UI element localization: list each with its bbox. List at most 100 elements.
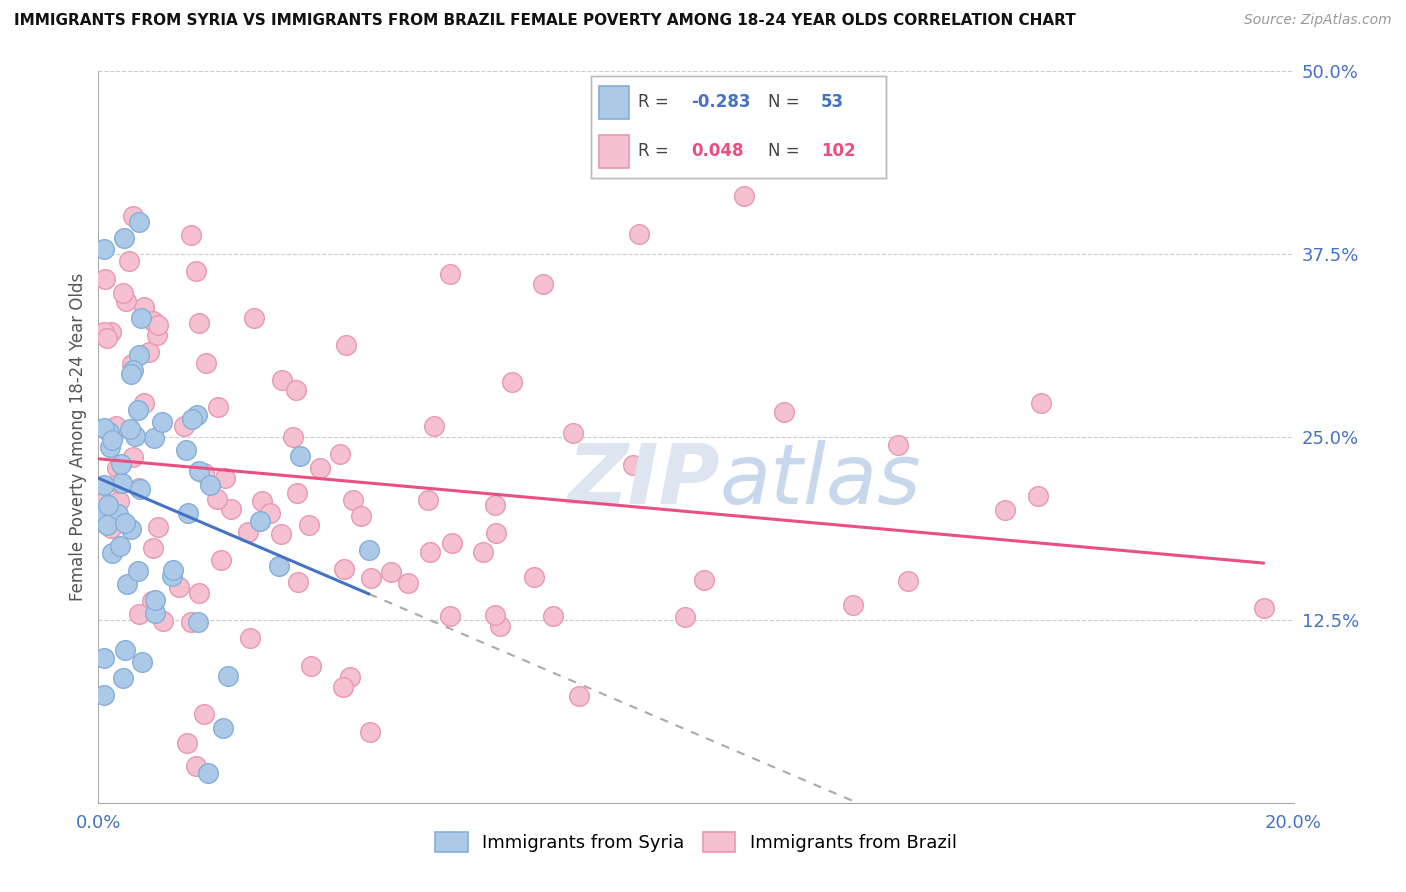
Point [628,227,651,242]
Point [380,565,402,579]
Point [124,429,146,443]
Point [198,478,221,492]
Point [439,268,461,282]
Point [267,559,290,574]
Point [143,607,166,621]
Legend: Immigrants from Syria, Immigrants from Brazil: Immigrants from Syria, Immigrants from B… [429,824,963,860]
Point [129,310,152,325]
Point [897,574,920,588]
Point [250,493,273,508]
Point [146,318,169,333]
Point [100,433,122,447]
Point [485,526,508,541]
Point [193,707,215,722]
Point [108,475,131,490]
Point [209,552,232,566]
Point [132,300,155,314]
Point [531,277,554,291]
Text: IMMIGRANTS FROM SYRIA VS IMMIGRANTS FROM BRAZIL FEMALE POVERTY AMONG 18-24 YEAR : IMMIGRANTS FROM SYRIA VS IMMIGRANTS FROM… [14,13,1076,29]
Point [360,571,382,585]
Point [112,671,135,685]
Point [143,592,166,607]
Text: ZIP: ZIP [567,441,720,522]
Point [335,338,357,352]
Point [118,422,141,436]
Point [205,491,228,506]
Y-axis label: Female Poverty Among 18-24 Year Olds: Female Poverty Among 18-24 Year Olds [69,273,87,601]
Point [359,542,381,557]
Point [122,363,145,377]
Point [121,450,143,465]
Point [93,478,115,492]
Point [150,415,173,429]
Point [121,357,143,371]
Point [568,689,591,703]
Point [138,344,160,359]
Point [93,494,115,508]
Point [111,476,134,491]
Point [673,609,696,624]
Point [217,668,239,682]
Point [110,457,132,471]
Point [197,765,219,780]
Point [94,271,117,285]
Point [621,458,644,472]
Point [249,514,271,528]
Point [332,681,354,695]
Point [100,521,122,535]
Point [176,736,198,750]
Point [1253,600,1275,615]
Point [152,614,174,628]
Point [359,724,381,739]
Point [120,367,142,381]
Point [561,426,583,441]
Point [193,466,215,480]
Point [501,376,523,390]
Point [142,314,165,328]
Text: R =: R = [638,94,668,112]
Point [108,539,131,553]
Point [284,384,307,398]
Point [239,632,262,646]
Point [333,562,356,576]
Point [167,580,190,594]
Point [98,440,121,454]
Point [439,608,461,623]
Point [100,325,122,339]
Point [488,619,510,633]
Point [184,264,207,278]
Point [114,516,136,531]
Point [207,400,229,414]
Point [180,227,202,242]
Point [187,586,209,600]
Point [146,327,169,342]
Point [97,498,120,512]
Point [141,594,163,608]
Point [98,425,121,439]
Point [142,541,165,555]
Text: R =: R = [638,142,668,160]
Point [733,189,755,203]
Point [108,494,131,508]
Point [112,231,135,245]
Point [132,395,155,409]
Point [181,411,204,425]
Point [115,576,138,591]
Text: Source: ZipAtlas.com: Source: ZipAtlas.com [1244,13,1392,28]
Point [887,438,910,452]
Point [93,242,115,256]
Point [214,471,236,485]
Point [238,524,260,539]
Point [129,483,152,497]
Point [187,316,209,330]
Text: atlas: atlas [720,441,921,522]
Point [472,544,495,558]
Point [93,688,115,702]
Point [128,482,150,496]
Point [285,486,308,500]
Point [259,506,281,520]
Point [299,659,322,673]
Point [128,607,150,622]
Point [396,576,419,591]
Point [339,670,361,684]
